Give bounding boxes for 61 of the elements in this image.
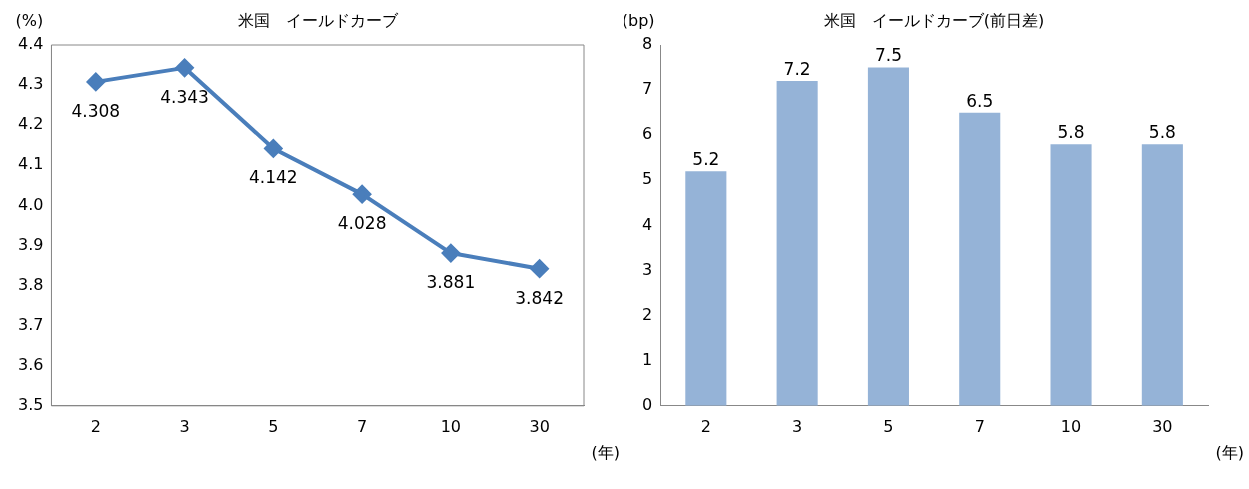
x-axis-title: (年) — [1215, 442, 1244, 462]
x-axis-title: (年) — [591, 442, 620, 462]
x-tick-label: 3 — [179, 416, 190, 436]
data-label: 4.343 — [160, 86, 209, 107]
y-tick-label: 1 — [641, 349, 653, 369]
y-tick-label: 5 — [641, 169, 653, 189]
y-tick-label: 6 — [641, 124, 653, 144]
data-label: 6.5 — [966, 90, 994, 111]
x-tick-label: 7 — [974, 416, 985, 436]
bar — [959, 112, 1001, 406]
chart-title: 米国 イールドカーブ(前日差) — [823, 11, 1045, 31]
x-tick-label: 3 — [792, 416, 803, 436]
data-label: 5.8 — [1057, 122, 1085, 143]
y-tick-label: 3.6 — [17, 354, 44, 374]
data-label: 4.028 — [337, 213, 387, 234]
bar — [685, 171, 727, 406]
data-label: 3.881 — [426, 271, 476, 292]
chart-title: 米国 イールドカーブ — [237, 11, 399, 31]
data-label: 5.8 — [1148, 122, 1176, 143]
x-tick-label: 2 — [90, 416, 101, 436]
y-tick-label: 2 — [641, 304, 653, 324]
point — [175, 58, 194, 77]
y-tick-label: 4.4 — [17, 34, 44, 54]
y-tick-label: 3.5 — [17, 394, 44, 414]
x-tick-label: 30 — [529, 416, 550, 436]
y-tick-label: 4.3 — [17, 74, 44, 94]
point — [353, 185, 372, 204]
data-label: 7.5 — [874, 45, 902, 66]
y-tick-label: 8 — [641, 34, 653, 54]
point — [264, 139, 283, 158]
point — [530, 259, 549, 278]
y-tick-label: 3.8 — [17, 274, 44, 294]
y-tick-label: 3 — [641, 259, 653, 279]
bar — [776, 81, 818, 406]
y-tick-label: 3.7 — [17, 314, 44, 334]
data-label: 3.842 — [515, 287, 564, 308]
y-tick-label: 4.0 — [17, 194, 44, 214]
x-tick-label: 10 — [1060, 416, 1082, 436]
x-tick-label: 7 — [357, 416, 368, 436]
data-label: 4.308 — [71, 100, 121, 121]
bar — [867, 67, 909, 406]
x-tick-label: 5 — [883, 416, 894, 436]
x-tick-label: 5 — [268, 416, 279, 436]
bar — [1141, 144, 1183, 406]
y-tick-label: 3.9 — [17, 234, 44, 254]
y-axis-title: (%) — [15, 11, 44, 31]
point — [86, 72, 105, 91]
point — [441, 244, 460, 263]
y-axis-title: (bp) — [621, 11, 655, 31]
data-label: 4.142 — [249, 167, 298, 188]
x-tick-label: 2 — [700, 416, 711, 436]
data-label: 7.2 — [783, 59, 811, 79]
y-tick-label: 7 — [641, 79, 653, 99]
y-tick-label: 0 — [641, 394, 653, 414]
x-tick-label: 10 — [440, 416, 462, 436]
data-label: 5.2 — [692, 149, 720, 170]
x-tick-label: 30 — [1152, 416, 1173, 436]
y-tick-label: 4.2 — [17, 114, 44, 134]
y-tick-label: 4.1 — [17, 154, 44, 174]
bar — [1050, 144, 1092, 406]
y-tick-label: 4 — [641, 214, 653, 234]
